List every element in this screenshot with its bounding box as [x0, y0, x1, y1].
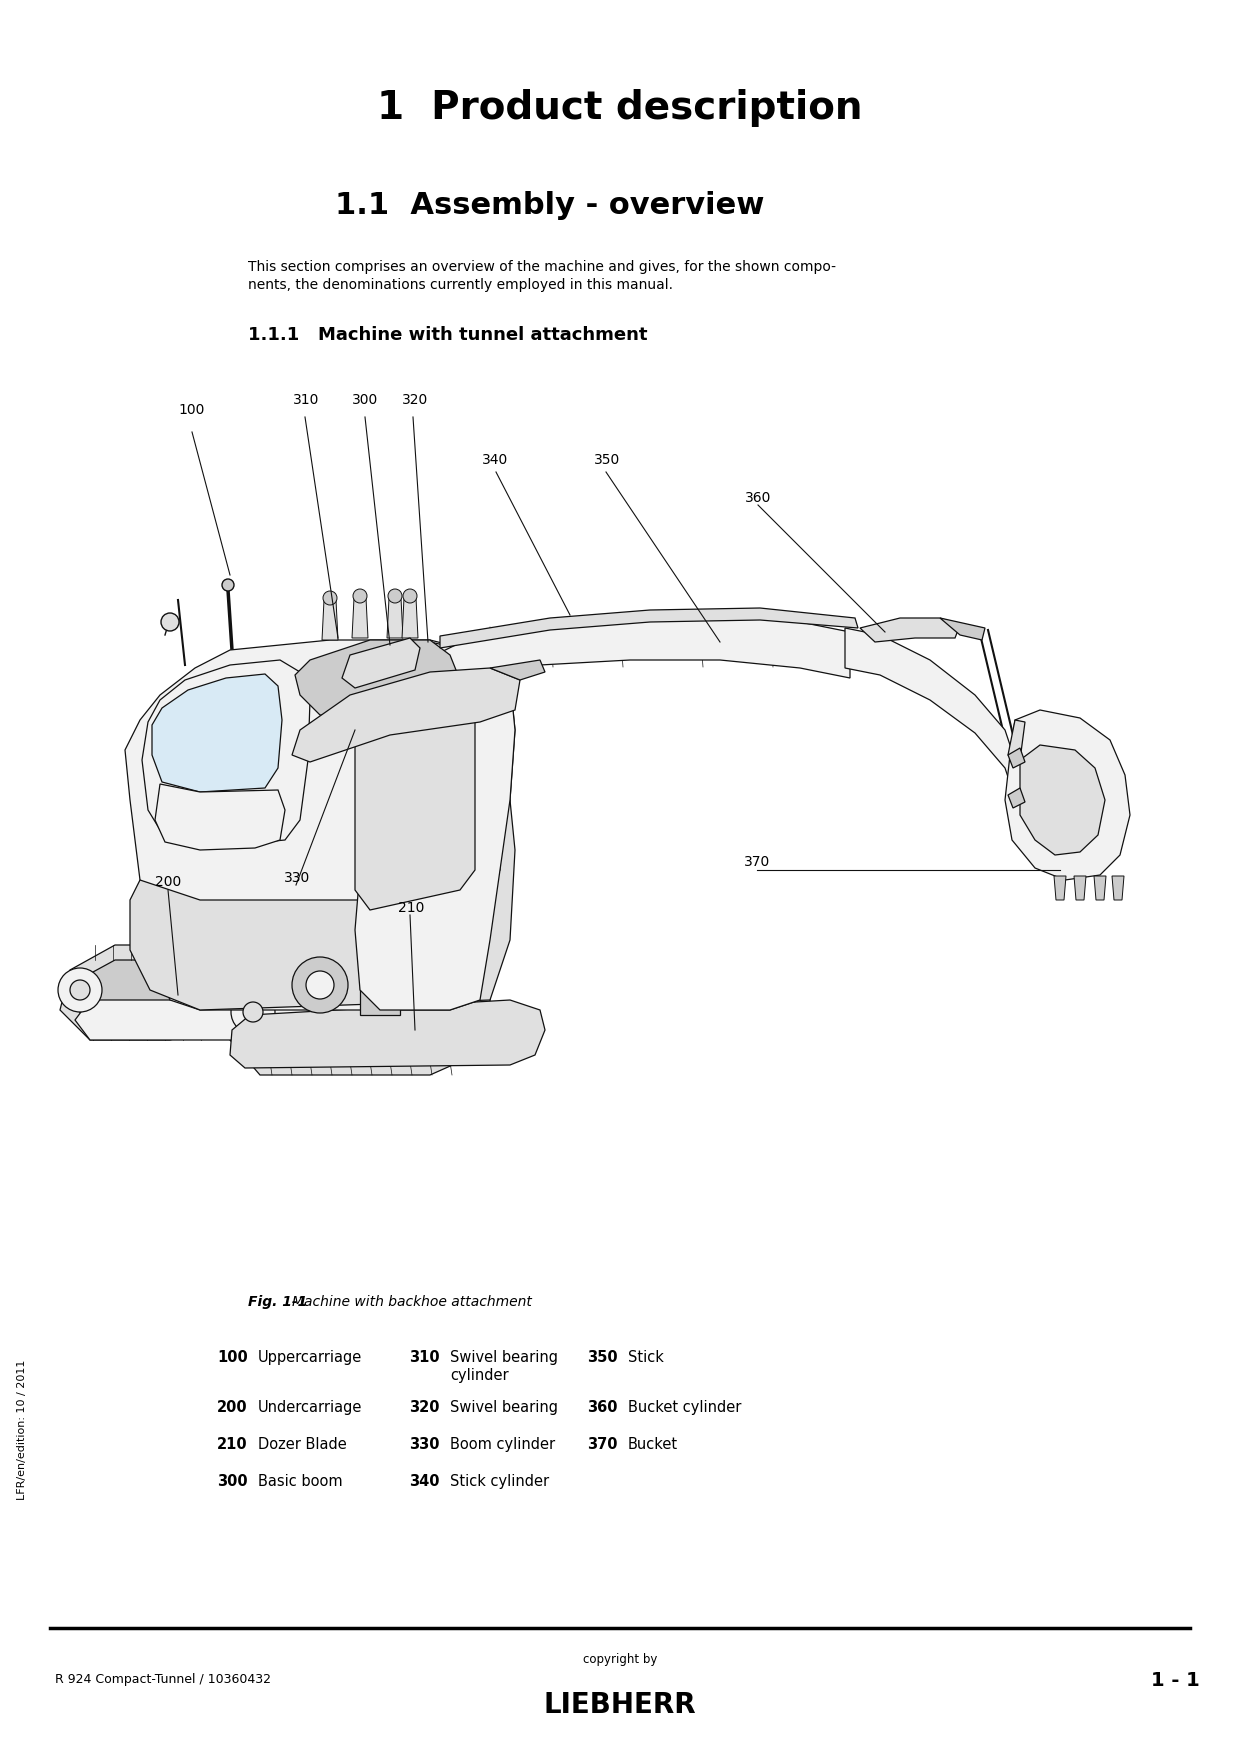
Polygon shape: [310, 642, 515, 1009]
Text: 370: 370: [588, 1437, 618, 1451]
Text: 360: 360: [745, 491, 771, 505]
Text: nents, the denominations currently employed in this manual.: nents, the denominations currently emplo…: [248, 277, 673, 291]
Text: R 924 Compact-Tunnel / 10360432: R 924 Compact-Tunnel / 10360432: [55, 1674, 272, 1687]
Text: Stick: Stick: [627, 1350, 663, 1365]
Text: Bucket cylinder: Bucket cylinder: [627, 1400, 742, 1415]
Polygon shape: [1008, 748, 1025, 769]
Polygon shape: [125, 641, 515, 1009]
Circle shape: [243, 1002, 263, 1021]
Text: LIEBHERR: LIEBHERR: [543, 1692, 697, 1718]
Text: 1.1.1   Machine with tunnel attachment: 1.1.1 Machine with tunnel attachment: [248, 326, 647, 344]
Polygon shape: [355, 700, 475, 911]
Polygon shape: [435, 614, 849, 695]
Text: cylinder: cylinder: [450, 1367, 508, 1383]
Circle shape: [197, 956, 233, 993]
Circle shape: [306, 971, 334, 999]
Polygon shape: [861, 618, 960, 642]
Text: 310: 310: [293, 393, 320, 407]
Text: 320: 320: [409, 1400, 440, 1415]
Text: 200: 200: [155, 876, 181, 890]
Polygon shape: [246, 978, 472, 1062]
Text: Uppercarriage: Uppercarriage: [258, 1350, 362, 1365]
Text: 100: 100: [217, 1350, 248, 1365]
Text: 210: 210: [217, 1437, 248, 1451]
Circle shape: [291, 956, 348, 1013]
Circle shape: [161, 612, 179, 632]
Polygon shape: [1008, 720, 1025, 760]
Polygon shape: [229, 1000, 546, 1069]
Text: Fig. 1-1: Fig. 1-1: [248, 1295, 308, 1309]
Circle shape: [69, 979, 91, 1000]
Polygon shape: [60, 944, 241, 1041]
Text: This section comprises an overview of the machine and gives, for the shown compo: This section comprises an overview of th…: [248, 260, 836, 274]
Polygon shape: [295, 641, 460, 714]
Text: 1  Product description: 1 Product description: [377, 90, 863, 126]
Text: Stick cylinder: Stick cylinder: [450, 1474, 549, 1488]
Circle shape: [231, 990, 275, 1034]
Polygon shape: [143, 660, 310, 848]
Text: Machine with backhoe attachment: Machine with backhoe attachment: [291, 1295, 532, 1309]
Text: 370: 370: [744, 855, 770, 869]
Circle shape: [441, 974, 477, 1009]
Polygon shape: [1008, 788, 1025, 807]
Polygon shape: [1054, 876, 1066, 900]
Polygon shape: [387, 598, 403, 639]
Polygon shape: [1094, 876, 1106, 900]
Text: 210: 210: [398, 900, 424, 914]
Circle shape: [388, 590, 402, 604]
Text: 1.1  Assembly - overview: 1.1 Assembly - overview: [335, 191, 764, 219]
Polygon shape: [1074, 876, 1086, 900]
Polygon shape: [844, 628, 1016, 799]
Text: 350: 350: [594, 453, 620, 467]
Polygon shape: [291, 669, 520, 762]
Text: 300: 300: [352, 393, 378, 407]
Text: 330: 330: [284, 870, 310, 885]
Text: Swivel bearing: Swivel bearing: [450, 1350, 558, 1365]
Text: 200: 200: [217, 1400, 248, 1415]
Text: 350: 350: [588, 1350, 618, 1365]
Polygon shape: [1004, 711, 1130, 879]
Polygon shape: [940, 618, 985, 641]
Text: 1 - 1: 1 - 1: [1151, 1671, 1199, 1690]
Text: Boom cylinder: Boom cylinder: [450, 1437, 556, 1451]
Circle shape: [222, 579, 234, 591]
Polygon shape: [74, 971, 490, 1041]
Text: Undercarriage: Undercarriage: [258, 1400, 362, 1415]
Text: 320: 320: [402, 393, 428, 407]
Polygon shape: [155, 784, 285, 849]
Text: 340: 340: [409, 1474, 440, 1488]
Polygon shape: [440, 607, 858, 648]
Circle shape: [322, 591, 337, 605]
Polygon shape: [1021, 746, 1105, 855]
Circle shape: [353, 590, 367, 604]
Polygon shape: [352, 598, 368, 639]
Text: Dozer Blade: Dozer Blade: [258, 1437, 347, 1451]
Text: LFR/en/edition: 10 / 2011: LFR/en/edition: 10 / 2011: [17, 1360, 27, 1501]
Polygon shape: [360, 985, 401, 1014]
Polygon shape: [1112, 876, 1123, 900]
Text: 300: 300: [217, 1474, 248, 1488]
Text: Bucket: Bucket: [627, 1437, 678, 1451]
Circle shape: [403, 590, 417, 604]
Text: Basic boom: Basic boom: [258, 1474, 342, 1488]
Text: 100: 100: [179, 404, 205, 418]
Polygon shape: [153, 674, 281, 792]
Polygon shape: [322, 600, 339, 641]
Text: 340: 340: [482, 453, 508, 467]
Text: 330: 330: [409, 1437, 440, 1451]
Text: Swivel bearing: Swivel bearing: [450, 1400, 558, 1415]
Polygon shape: [130, 800, 515, 1009]
Polygon shape: [342, 639, 420, 688]
Polygon shape: [74, 960, 226, 1028]
Text: copyright by: copyright by: [583, 1653, 657, 1667]
Circle shape: [58, 969, 102, 1013]
Polygon shape: [490, 660, 546, 679]
Polygon shape: [402, 598, 418, 639]
Text: 360: 360: [588, 1400, 618, 1415]
Polygon shape: [229, 971, 485, 1076]
Text: 310: 310: [409, 1350, 440, 1365]
